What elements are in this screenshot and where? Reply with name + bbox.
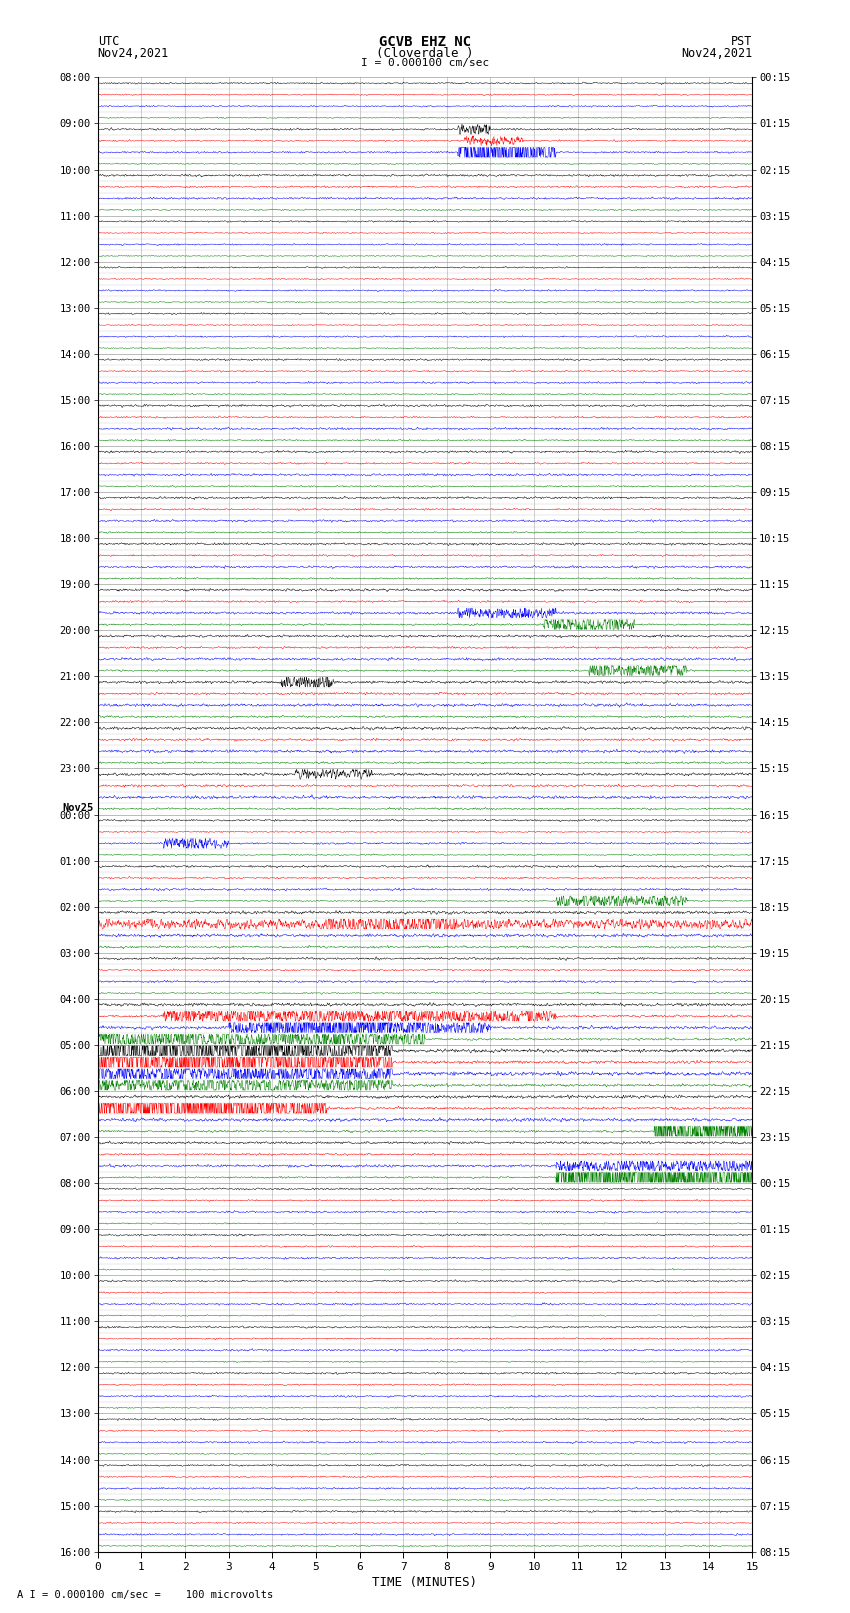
X-axis label: TIME (MINUTES): TIME (MINUTES)	[372, 1576, 478, 1589]
Text: A I = 0.000100 cm/sec =    100 microvolts: A I = 0.000100 cm/sec = 100 microvolts	[17, 1590, 273, 1600]
Text: I = 0.000100 cm/sec: I = 0.000100 cm/sec	[361, 58, 489, 68]
Text: UTC: UTC	[98, 35, 119, 48]
Text: (Cloverdale ): (Cloverdale )	[377, 47, 473, 60]
Text: Nov25: Nov25	[62, 803, 94, 813]
Text: Nov24,2021: Nov24,2021	[98, 47, 169, 60]
Text: GCVB EHZ NC: GCVB EHZ NC	[379, 35, 471, 50]
Text: Nov24,2021: Nov24,2021	[681, 47, 752, 60]
Text: PST: PST	[731, 35, 752, 48]
